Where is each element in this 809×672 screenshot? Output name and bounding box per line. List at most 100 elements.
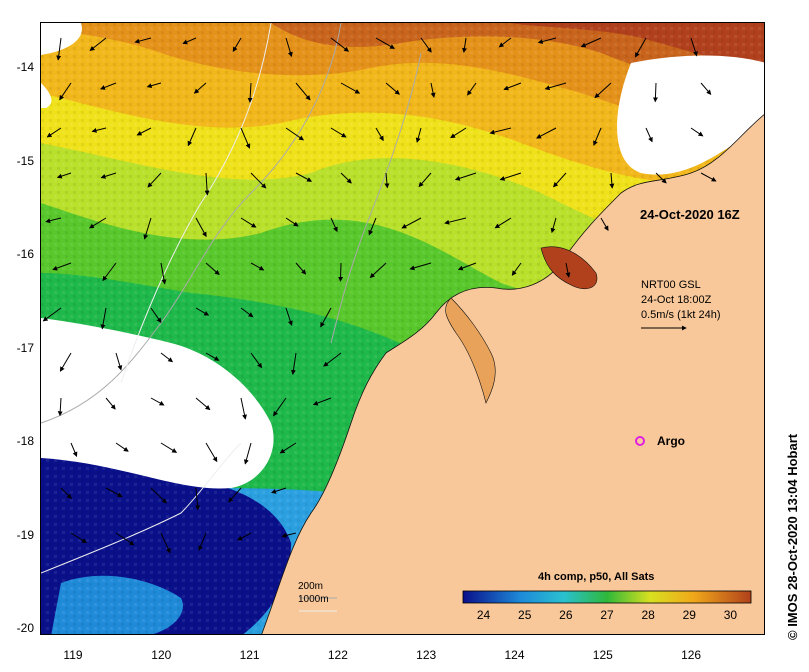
current-vector bbox=[240, 217, 257, 228]
depth-legend-200m: 200m bbox=[298, 581, 324, 592]
colorbar-tick-label: 25 bbox=[518, 608, 532, 622]
colorbar-tick-label: 27 bbox=[600, 608, 614, 622]
current-vector bbox=[645, 127, 653, 143]
current-vector bbox=[143, 217, 152, 240]
current-vector bbox=[247, 82, 253, 103]
current-vector bbox=[450, 127, 467, 139]
current-vector bbox=[409, 262, 432, 271]
cloud-mask bbox=[41, 23, 764, 489]
argo-marker bbox=[635, 436, 645, 446]
x-tick-label: 123 bbox=[416, 648, 437, 662]
current-vector bbox=[204, 172, 210, 196]
timestamp-label: 24-Oct-2020 16Z bbox=[640, 207, 740, 222]
current-vector bbox=[193, 82, 207, 94]
x-tick-label: 119 bbox=[63, 648, 83, 662]
current-vector bbox=[205, 262, 220, 276]
current-vector bbox=[600, 217, 609, 231]
current-vector bbox=[59, 352, 72, 372]
current-vector bbox=[385, 82, 400, 95]
current-vector bbox=[146, 82, 162, 89]
current-vector bbox=[536, 127, 557, 139]
current-vector bbox=[503, 82, 522, 91]
current-vector bbox=[100, 172, 117, 179]
current-vector bbox=[330, 37, 349, 52]
current-vector bbox=[160, 352, 174, 363]
current-vector bbox=[205, 442, 218, 463]
current-vector bbox=[279, 442, 297, 454]
depth-legend-1000m: 1000m bbox=[298, 594, 329, 605]
map-frame: 24 25 26 27 28 29 30 bbox=[40, 22, 765, 635]
current-vector bbox=[553, 172, 567, 188]
current-vector bbox=[652, 82, 658, 103]
current-vector bbox=[160, 262, 167, 285]
current-vector bbox=[511, 262, 522, 276]
current-vector bbox=[240, 397, 247, 420]
current-vector bbox=[330, 127, 347, 138]
current-vector bbox=[270, 487, 287, 494]
current-vector bbox=[240, 307, 254, 318]
current-vector bbox=[537, 37, 557, 44]
current-vector bbox=[115, 442, 129, 452]
y-tick-label: -18 bbox=[16, 434, 34, 448]
current-vector bbox=[401, 217, 422, 229]
y-tick-label: -20 bbox=[16, 621, 34, 635]
current-vector bbox=[134, 37, 152, 44]
colorbar-tick-label: 24 bbox=[476, 608, 491, 622]
colorbar-tick-label: 29 bbox=[682, 608, 696, 622]
current-vector bbox=[544, 82, 567, 91]
x-tick-label: 122 bbox=[327, 648, 348, 662]
colorbar-tick-label: 28 bbox=[641, 608, 655, 622]
current-vector bbox=[91, 127, 107, 133]
current-vector bbox=[320, 307, 332, 328]
current-vector bbox=[237, 532, 252, 541]
current-vector bbox=[444, 217, 467, 225]
current-vector bbox=[415, 127, 422, 143]
current-vector bbox=[340, 82, 361, 94]
current-vector bbox=[70, 442, 78, 457]
sst-map bbox=[41, 23, 764, 634]
current-vector bbox=[273, 397, 287, 417]
current-vector bbox=[105, 487, 123, 498]
y-tick-label: -17 bbox=[16, 340, 34, 355]
current-vector bbox=[102, 262, 117, 282]
current-vector bbox=[700, 172, 717, 182]
current-vector bbox=[454, 172, 477, 181]
current-vector bbox=[46, 127, 62, 138]
current-vector bbox=[690, 37, 698, 57]
current-vector bbox=[594, 82, 612, 99]
vector-legend-time: 24-Oct 18:00Z bbox=[641, 294, 712, 306]
vector-legend-source: NRT00 GSL bbox=[641, 279, 701, 291]
colorbar bbox=[462, 590, 752, 604]
current-vector bbox=[285, 127, 305, 141]
current-vector bbox=[42, 307, 62, 322]
current-vector bbox=[295, 172, 313, 182]
colorbar-tick-label: 30 bbox=[723, 608, 738, 622]
current-vector bbox=[195, 487, 201, 511]
current-vector bbox=[457, 262, 477, 271]
vector-legend: NRT00 GSL 24-Oct 18:00Z 0.5m/s (1kt 24h) bbox=[641, 278, 720, 323]
current-vector bbox=[232, 37, 242, 52]
current-vector bbox=[338, 262, 344, 282]
current-vector bbox=[115, 352, 123, 371]
y-tick-label: -19 bbox=[16, 527, 34, 542]
y-tick-label: -16 bbox=[16, 247, 34, 261]
current-vector bbox=[430, 82, 436, 98]
credit-label: © IMOS 28-Oct-2020 13:04 Hobart bbox=[785, 433, 800, 640]
current-vectors bbox=[42, 37, 717, 554]
current-vector bbox=[89, 37, 107, 52]
current-vector bbox=[375, 37, 395, 49]
current-vector bbox=[655, 172, 667, 184]
current-vector bbox=[550, 217, 557, 234]
current-vector bbox=[182, 37, 197, 45]
current-vector bbox=[59, 82, 72, 101]
current-vector bbox=[494, 217, 512, 229]
current-vector bbox=[56, 172, 72, 179]
current-vector bbox=[498, 37, 512, 48]
current-vector bbox=[70, 532, 87, 543]
current-vector bbox=[580, 37, 602, 48]
current-vector bbox=[56, 37, 62, 61]
y-tick-label: -14 bbox=[16, 60, 34, 74]
current-vector bbox=[160, 442, 178, 453]
current-vector bbox=[285, 307, 293, 326]
current-vector bbox=[150, 487, 167, 504]
